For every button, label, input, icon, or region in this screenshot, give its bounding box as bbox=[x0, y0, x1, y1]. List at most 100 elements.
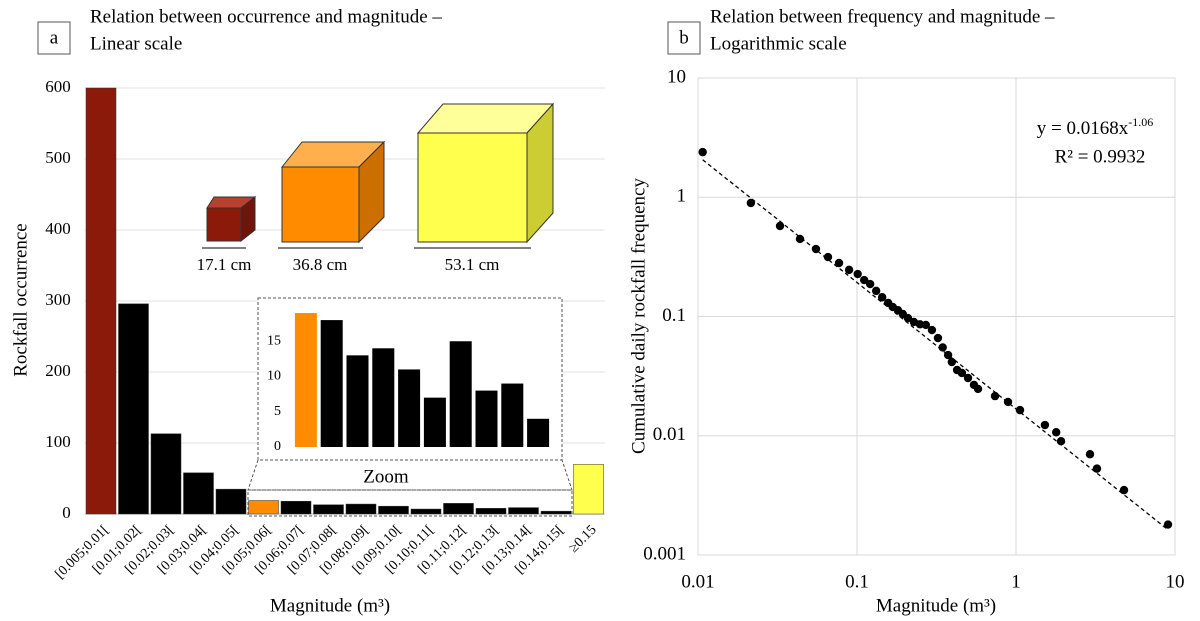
x-axis-label: Magnitude (m³) bbox=[876, 595, 996, 616]
point bbox=[698, 147, 707, 157]
point bbox=[1040, 420, 1050, 430]
point bbox=[871, 286, 881, 296]
bar bbox=[215, 488, 247, 515]
point bbox=[1003, 397, 1013, 407]
trendline bbox=[702, 159, 1169, 531]
y-tick-label: 600 bbox=[45, 77, 71, 96]
point bbox=[1015, 405, 1025, 415]
point bbox=[973, 384, 983, 394]
inset-bar bbox=[475, 390, 498, 447]
inset-bar bbox=[346, 355, 369, 447]
chart-title: Logarithmic scale bbox=[710, 33, 847, 54]
point bbox=[933, 333, 943, 343]
inset-bar bbox=[449, 341, 472, 447]
size-label: 17.1 cm bbox=[197, 255, 252, 274]
bar bbox=[508, 507, 539, 515]
point bbox=[795, 234, 805, 244]
bar bbox=[183, 472, 214, 515]
chart-title: Relation between frequency and magnitude… bbox=[710, 6, 1055, 27]
equation-exponent: -1.06 bbox=[1128, 115, 1153, 129]
point bbox=[927, 325, 937, 335]
point bbox=[1163, 520, 1173, 529]
r-squared: R² = 0.9932 bbox=[1055, 146, 1146, 167]
point bbox=[1119, 485, 1129, 495]
equation-text: y = 0.0168x bbox=[1037, 118, 1129, 139]
bar bbox=[540, 510, 572, 515]
point bbox=[823, 252, 833, 262]
cube-illustration bbox=[202, 102, 555, 249]
point bbox=[844, 265, 854, 275]
y-tick-label: 0.001 bbox=[643, 543, 686, 564]
chart-title: Relation between occurrence and magnitud… bbox=[90, 6, 442, 27]
chart-title: Linear scale bbox=[90, 33, 182, 54]
bar bbox=[475, 508, 507, 515]
y-tick-label: 400 bbox=[45, 219, 71, 238]
bar bbox=[248, 500, 279, 515]
point bbox=[853, 269, 862, 279]
inset-bar bbox=[501, 383, 524, 447]
point bbox=[938, 343, 947, 352]
point bbox=[957, 368, 967, 378]
y-tick-label: 500 bbox=[45, 148, 71, 167]
trendline-equation: y = 0.0168x-1.06 bbox=[1037, 115, 1153, 140]
bar bbox=[150, 433, 182, 515]
y-axis-label: Rockfall occurrence bbox=[10, 223, 31, 377]
bar bbox=[118, 303, 149, 515]
inset-tick-label: 15 bbox=[267, 333, 281, 348]
x-tick-label: 0.1 bbox=[845, 571, 869, 592]
point bbox=[775, 221, 785, 231]
panel-box bbox=[37, 21, 71, 55]
x-tick-label: ≥0.15 bbox=[566, 522, 599, 555]
point bbox=[943, 350, 953, 360]
point bbox=[990, 391, 1000, 401]
point bbox=[860, 275, 869, 285]
inset-tick-label: 10 bbox=[267, 369, 281, 384]
x-tick-label: 10 bbox=[1166, 571, 1185, 592]
inset-bar bbox=[423, 397, 446, 447]
point bbox=[746, 198, 756, 208]
bar bbox=[410, 508, 442, 515]
x-tick-label: 1 bbox=[1011, 571, 1021, 592]
size-label: 36.8 cm bbox=[293, 255, 348, 274]
inset-bar bbox=[398, 369, 421, 447]
y-tick-label: 0.1 bbox=[662, 305, 686, 326]
point bbox=[903, 313, 913, 323]
point bbox=[947, 357, 957, 367]
bar bbox=[443, 503, 474, 515]
zoom-label: Zoom bbox=[363, 466, 409, 487]
point bbox=[865, 279, 875, 289]
panel-label: a bbox=[50, 27, 59, 48]
y-axis-label: Cumulative daily rockfall frequency bbox=[628, 178, 649, 454]
bar bbox=[378, 505, 409, 515]
y-tick-label: 0.01 bbox=[653, 424, 686, 445]
y-tick-label: 200 bbox=[45, 361, 71, 380]
inset-bar bbox=[527, 418, 550, 447]
zoom-inset: 0 5 10 15 bbox=[267, 313, 550, 454]
x-axis-label: Magnitude (m³) bbox=[270, 595, 390, 616]
size-label: 53.1 cm bbox=[445, 255, 500, 274]
point bbox=[963, 373, 973, 383]
y-tick-label: 1 bbox=[677, 186, 687, 207]
y-tick-label: 100 bbox=[45, 432, 71, 451]
bar bbox=[280, 500, 312, 515]
inset-bar bbox=[294, 313, 317, 447]
bar bbox=[345, 503, 377, 515]
inset-tick-label: 5 bbox=[274, 404, 281, 419]
inset-tick-label: 0 bbox=[274, 439, 281, 454]
point bbox=[811, 244, 821, 254]
bar bbox=[85, 87, 117, 515]
x-tick-label: 0.01 bbox=[681, 571, 714, 592]
y-tick-label: 0 bbox=[62, 503, 71, 522]
bar bbox=[313, 504, 344, 515]
y-tick-label: 300 bbox=[45, 290, 71, 309]
plot-frame bbox=[697, 77, 1176, 556]
point bbox=[877, 293, 887, 302]
y-tick-label: 10 bbox=[667, 66, 686, 87]
panel-label: b bbox=[679, 27, 689, 48]
inset-bar bbox=[320, 320, 343, 447]
point bbox=[1052, 428, 1061, 437]
point bbox=[921, 320, 931, 330]
inset-bar bbox=[372, 348, 395, 447]
point bbox=[1092, 464, 1102, 473]
